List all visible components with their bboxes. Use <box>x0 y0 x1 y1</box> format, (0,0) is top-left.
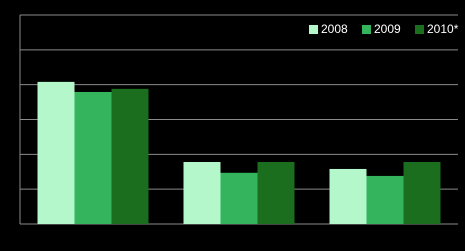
legend-swatch <box>415 25 424 34</box>
bar <box>257 161 295 224</box>
bar <box>183 161 221 224</box>
legend-swatch <box>309 25 318 34</box>
bar <box>366 175 404 224</box>
legend-swatch <box>362 25 371 34</box>
bar <box>37 81 75 224</box>
bar <box>111 88 149 224</box>
bar <box>403 161 441 224</box>
bar <box>220 172 258 224</box>
legend-label: 2008 <box>321 22 348 36</box>
bar <box>329 168 367 224</box>
legend-label: 2009 <box>374 22 401 36</box>
bar <box>74 91 112 225</box>
legend-label: 2010* <box>427 22 459 36</box>
